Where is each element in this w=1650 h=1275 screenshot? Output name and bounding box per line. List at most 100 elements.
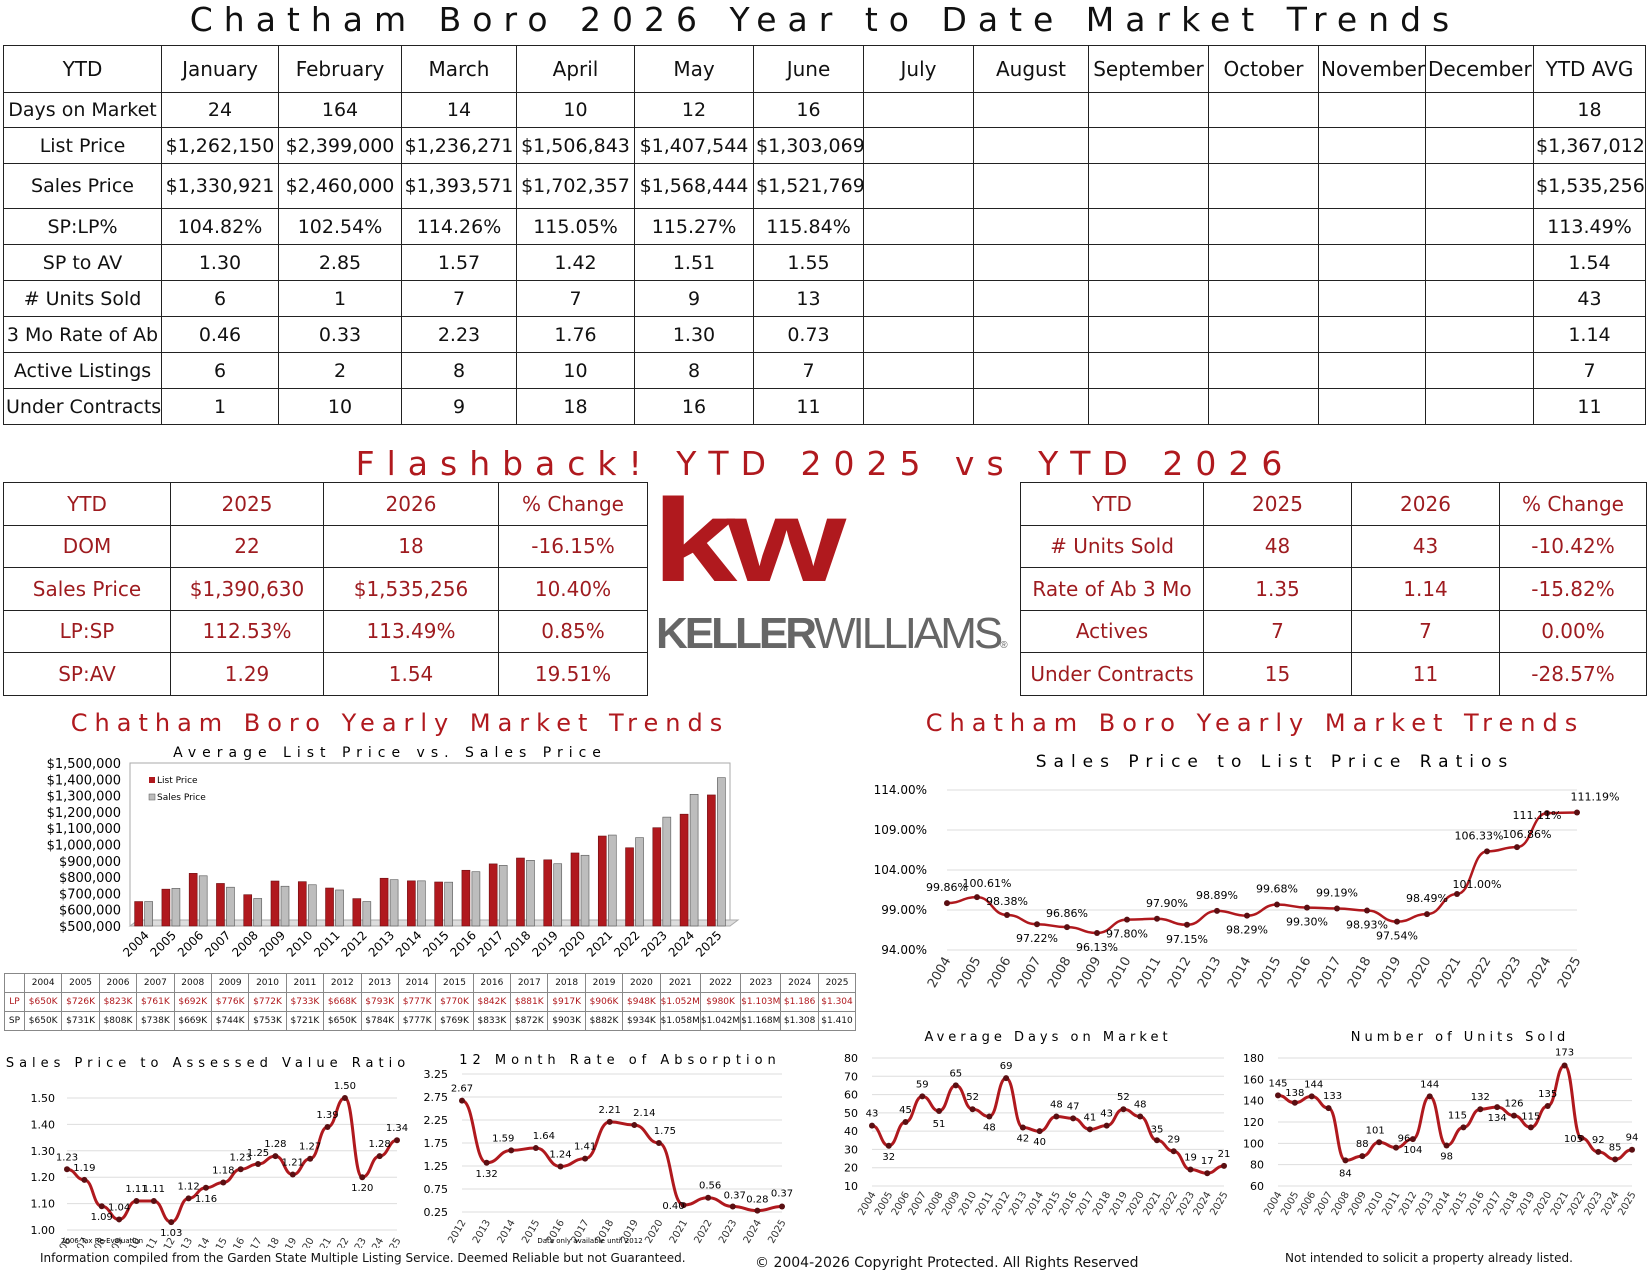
y-tick: 180 (1243, 1052, 1264, 1065)
ytd-value-cell (973, 316, 1089, 353)
data-point (1204, 1170, 1211, 1177)
x-tick: 2025 (1555, 955, 1585, 991)
price-grid-cell: $1.186 (780, 992, 819, 1012)
price-grid-year: 2024 (780, 973, 819, 993)
data-point (1153, 1137, 1160, 1144)
line-chart-title: Number of Units Sold (1351, 1030, 1569, 1045)
price-grid-cell: $1.042M (699, 1011, 742, 1031)
data-label: 52 (966, 1092, 979, 1103)
ytd-value-cell (1208, 388, 1319, 425)
data-point (1454, 891, 1460, 897)
bar-sales-price (307, 884, 317, 927)
data-label: 104 (1403, 1145, 1422, 1156)
data-label: 69 (1000, 1061, 1013, 1072)
ytd-avg-cell: $1,367,012 (1533, 127, 1646, 164)
bar-sales-price (444, 881, 453, 927)
data-label: 98.89% (1196, 889, 1238, 902)
comparison-cell: Rate of Ab 3 Mo (1020, 567, 1204, 611)
ytd-value-cell: 8 (401, 352, 517, 389)
data-label: 65 (949, 1068, 962, 1079)
ytd-value-cell (1208, 92, 1319, 128)
data-label: 1.03 (160, 1228, 182, 1239)
data-point (1359, 1153, 1366, 1160)
data-label: 1.11 (125, 1184, 147, 1195)
price-grid-cell: $726K (61, 992, 100, 1012)
ytd-row-label: 3 Mo Rate of Ab (3, 316, 162, 353)
bar-x-tick: 2007 (202, 928, 233, 959)
bar-x-tick: 2005 (148, 928, 179, 959)
data-label: 111.19% (1571, 790, 1620, 803)
ytd-value-cell: 1.30 (161, 244, 279, 281)
data-point (1291, 1099, 1298, 1106)
data-label: 99.19% (1316, 886, 1358, 899)
data-label: 1.09 (91, 1212, 113, 1223)
ytd-value-cell (863, 163, 974, 209)
price-grid-label: LP (4, 992, 25, 1012)
ytd-value-cell: 13 (753, 280, 864, 317)
x-tick: 2011 (1135, 955, 1165, 991)
comparison-header-cell: % Change (1499, 482, 1647, 526)
data-label: 97.15% (1166, 933, 1208, 946)
days-on-market-chart: Average Days on Market 80 70 60 50 40 30 20 10 43… (844, 1030, 1231, 1218)
ytd-value-cell (973, 127, 1089, 164)
price-grid-cell: $882K (584, 1011, 624, 1031)
price-grid-cell: $668K (323, 992, 362, 1012)
data-label: 48 (1134, 1100, 1147, 1111)
data-label: 96.86% (1046, 907, 1088, 920)
y-tick: 1.30 (31, 1145, 56, 1158)
data-point (1595, 1148, 1602, 1155)
data-label: 47 (1067, 1101, 1080, 1112)
data-label: 101.00% (1453, 878, 1502, 891)
ytd-value-cell (1088, 208, 1209, 245)
ytd-value-cell: 10 (278, 388, 402, 425)
price-grid-year: 2010 (248, 973, 287, 993)
data-label: 133 (1323, 1091, 1342, 1102)
data-point (324, 1124, 331, 1131)
data-point (508, 1147, 515, 1154)
ytd-value-cell: $1,568,444 (634, 163, 754, 209)
y-tick: 1.40 (31, 1118, 56, 1131)
data-label: 29 (1167, 1134, 1180, 1145)
data-point (1036, 1128, 1043, 1135)
data-point (1124, 916, 1130, 923)
ytd-row: # Units Sold 6 1 7 7 9 13 43 (3, 280, 1646, 317)
data-point (1275, 1092, 1281, 1099)
data-point (944, 900, 950, 907)
data-label: 1.64 (533, 1131, 555, 1142)
ytd-row: SP:LP% 104.82% 102.54% 114.26% 115.05% 115.27… (3, 208, 1646, 245)
ytd-value-cell: 0.73 (753, 316, 864, 353)
data-label: 97.90% (1146, 897, 1188, 910)
y-tick: 2.75 (424, 1091, 449, 1104)
comparison-row: # Units Sold 48 43 -10.42% (1020, 524, 1647, 568)
ytd-value-cell: $1,521,769 (753, 163, 864, 209)
keller-williams-wordmark: KELLERWILLIAMS® (656, 609, 1008, 671)
ytd-value-cell (1318, 208, 1426, 245)
price-grid-year: 2014 (397, 973, 437, 993)
bar-y-tick: $500,000 (59, 920, 121, 935)
y-tick: 80 (844, 1052, 858, 1065)
price-grid-year: 2006 (98, 973, 138, 993)
ytd-header-cell: December (1425, 45, 1534, 93)
data-label: 1.75 (654, 1126, 676, 1137)
data-point (1244, 912, 1250, 919)
ytd-row-label: # Units Sold (3, 280, 162, 317)
comparison-row: Sales Price $1,390,630 $1,535,256 10.40% (3, 567, 648, 611)
x-tick: 2009 (1075, 955, 1105, 991)
bar-list-price (543, 859, 553, 927)
bar-list-price (625, 847, 634, 927)
ytd-value-cell: 102.54% (278, 208, 402, 245)
ytd-value-cell (1318, 244, 1426, 281)
ytd-value-cell: $1,407,544 (634, 127, 754, 164)
price-grid-cell: $777K (397, 1011, 437, 1031)
y-tick: 30 (844, 1143, 858, 1156)
data-label: 138 (1285, 1088, 1304, 1099)
x-tick: 2004 (925, 955, 955, 991)
keller-williams-logo: kw KELLERWILLIAMS® (650, 476, 1022, 666)
x-tick: 2013 (1195, 955, 1225, 991)
data-point (483, 1159, 490, 1166)
ytd-value-cell: 12 (634, 92, 754, 128)
ytd-value-cell (973, 280, 1089, 317)
x-tick: 2024 (742, 1218, 764, 1246)
data-point (1494, 1104, 1501, 1111)
bar-y-tick: $800,000 (59, 871, 121, 886)
